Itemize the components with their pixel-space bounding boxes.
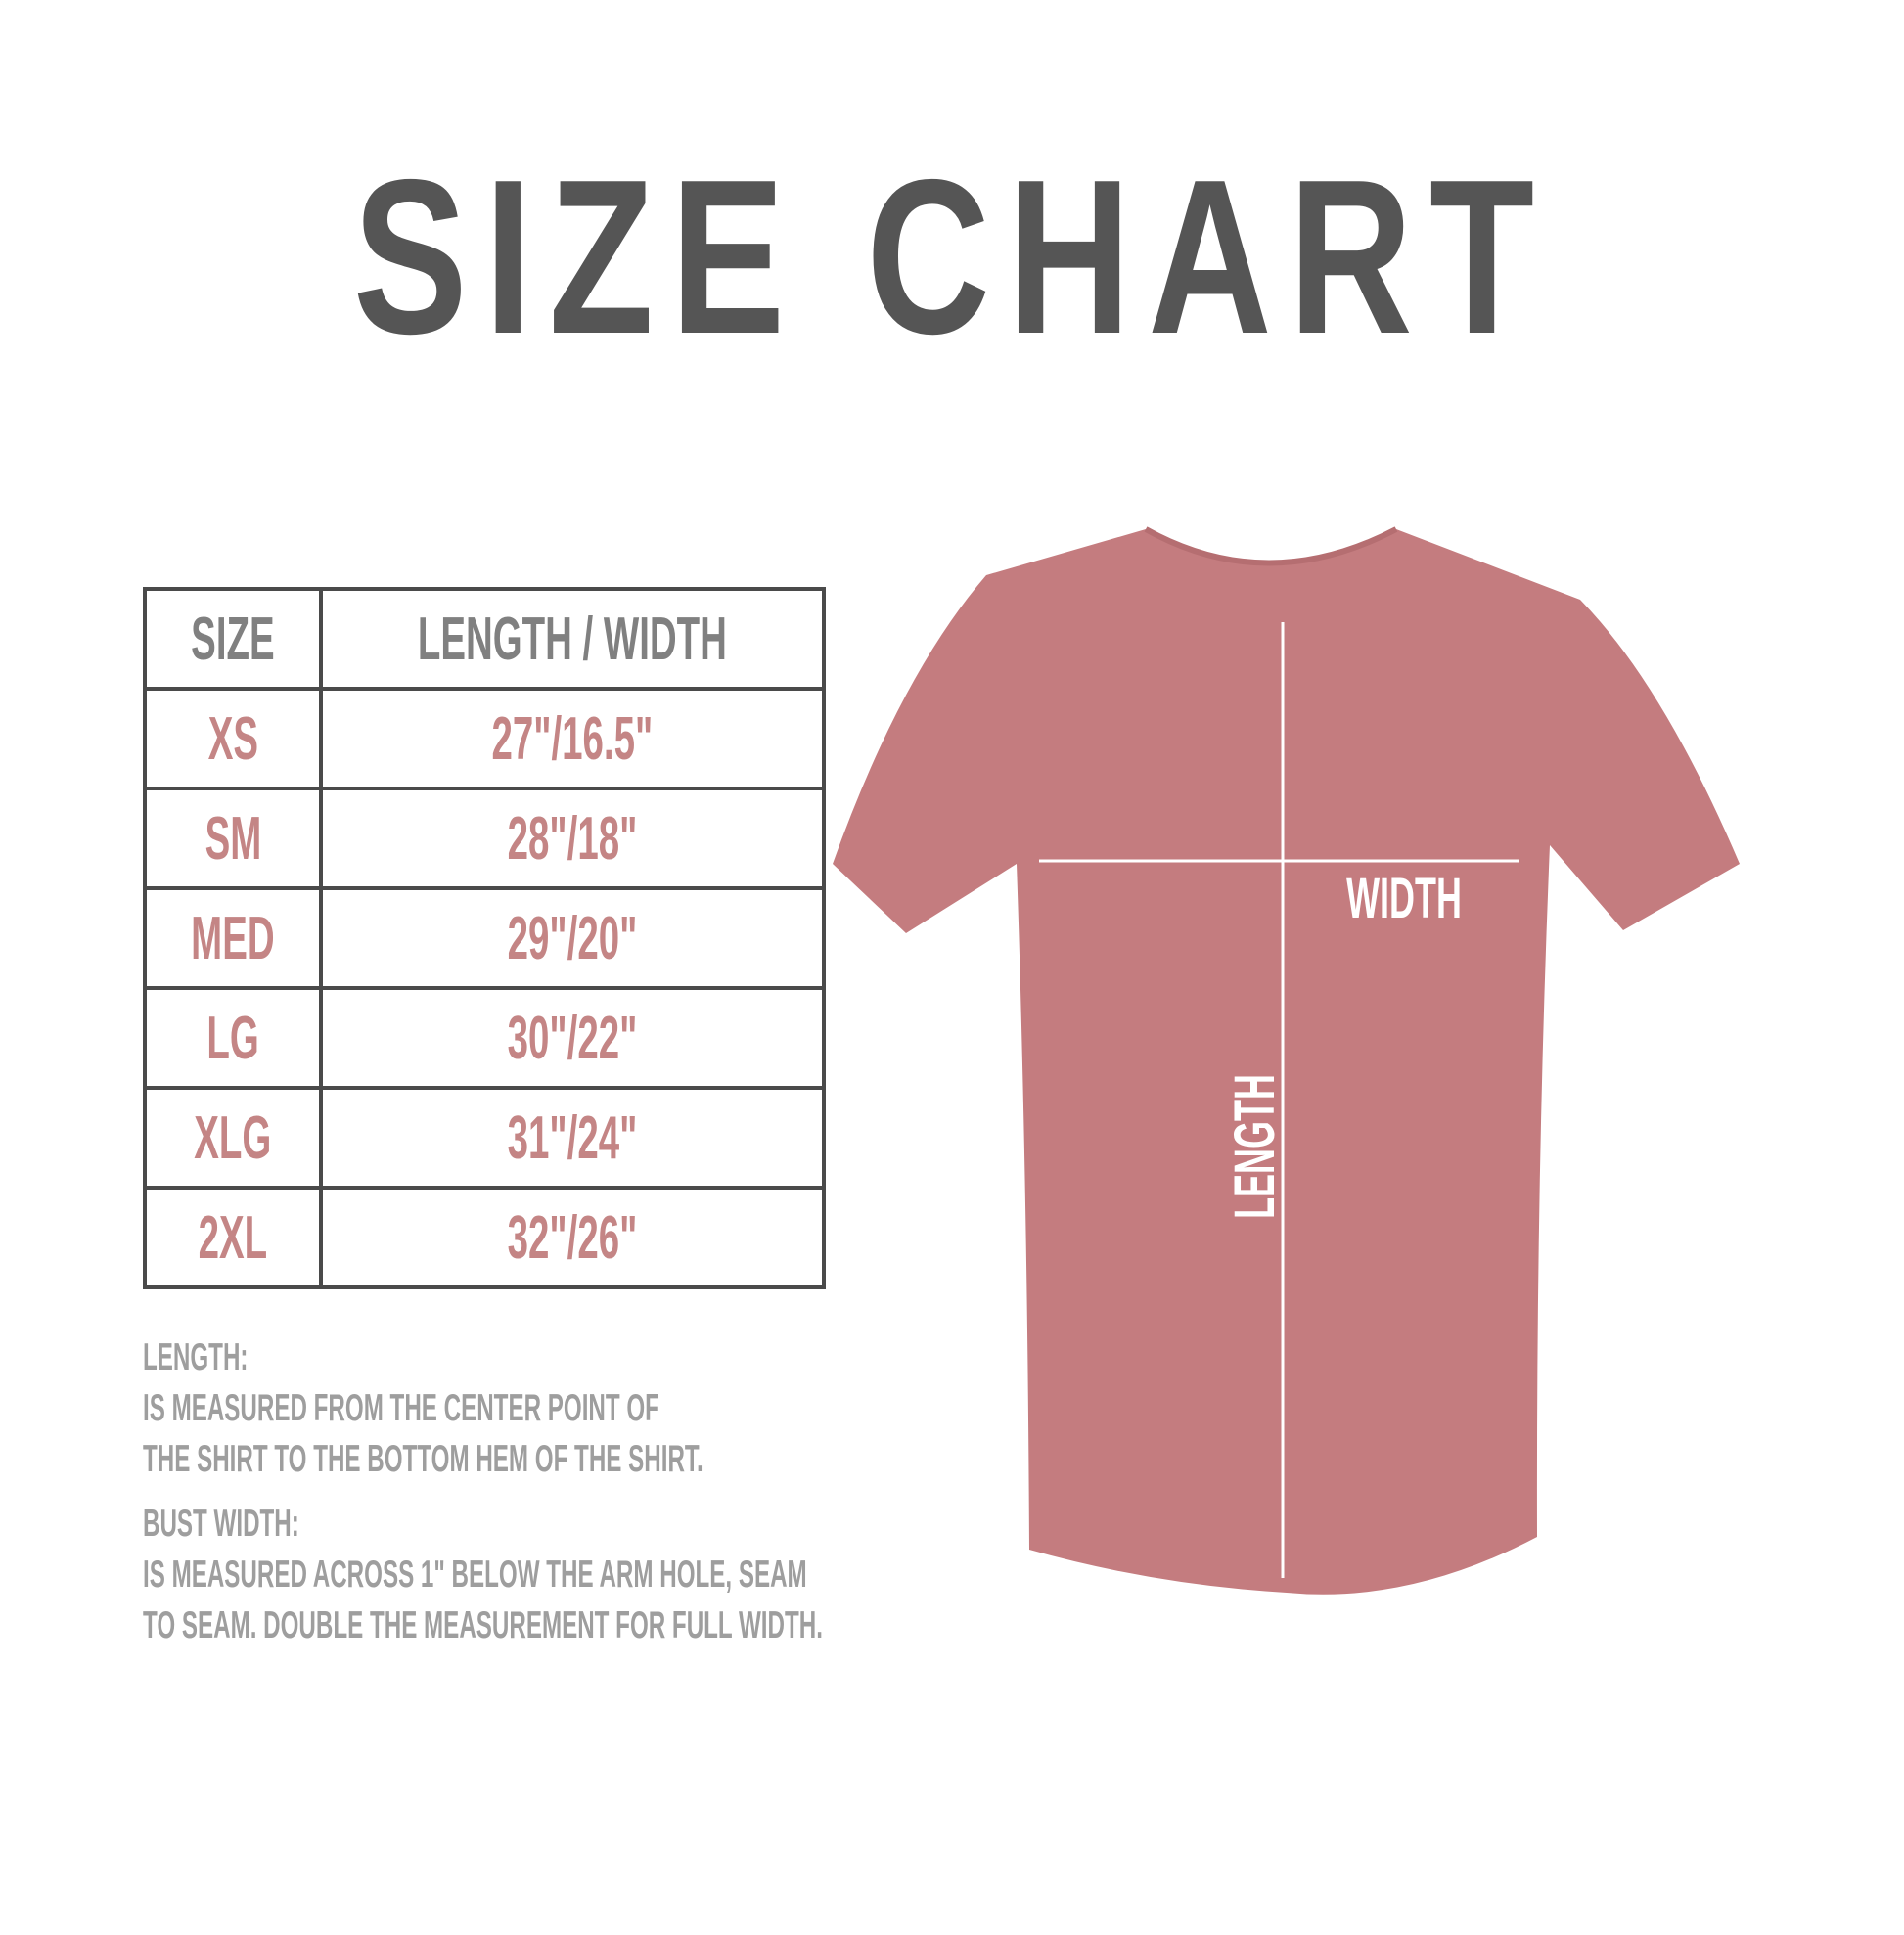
page-title: SIZE CHART	[352, 133, 1552, 380]
table-row: MED 29"/20"	[143, 886, 826, 990]
width-note-line: TO SEAM. DOUBLE THE MEASUREMENT FOR FULL…	[143, 1604, 823, 1646]
header-size: SIZE	[191, 605, 275, 673]
size-cell: MED	[191, 904, 275, 972]
collar	[1144, 526, 1398, 566]
measure-cell: 27"/16.5"	[491, 704, 654, 773]
width-label: WIDTH	[1346, 867, 1462, 930]
measure-cell: 30"/22"	[507, 1004, 638, 1072]
measure-cell: 31"/24"	[507, 1103, 638, 1172]
length-label: LENGTH	[1223, 1074, 1287, 1219]
size-table: SIZE LENGTH / WIDTH XS 27"/16.5" SM 28"/18…	[143, 587, 826, 1289]
size-cell: SM	[204, 804, 261, 873]
table-row: SM 28"/18"	[143, 787, 826, 890]
length-note-label: LENGTH:	[143, 1336, 249, 1378]
table-row: XLG 31"/24"	[143, 1086, 826, 1190]
width-note-label: BUST WIDTH:	[143, 1503, 299, 1545]
size-cell: XS	[207, 704, 258, 773]
size-cell: 2XL	[198, 1203, 268, 1272]
width-note-line: IS MEASURED ACROSS 1" BELOW THE ARM HOLE…	[143, 1553, 807, 1596]
length-note-line: THE SHIRT TO THE BOTTOM HEM OF THE SHIRT…	[143, 1438, 703, 1480]
measure-cell: 28"/18"	[507, 804, 638, 873]
table-header-row: SIZE LENGTH / WIDTH	[143, 587, 826, 691]
measure-cell: 32"/26"	[507, 1203, 638, 1272]
table-row: 2XL 32"/26"	[143, 1186, 826, 1289]
length-note-line: IS MEASURED FROM THE CENTER POINT OF	[143, 1387, 659, 1429]
size-cell: XLG	[194, 1103, 272, 1172]
header-length-width: LENGTH / WIDTH	[417, 605, 727, 673]
size-cell: LG	[206, 1004, 259, 1072]
table-row: XS 27"/16.5"	[143, 687, 826, 790]
table-row: LG 30"/22"	[143, 986, 826, 1090]
tshirt-shape	[833, 529, 1740, 1595]
measurement-notes: LENGTH: IS MEASURED FROM THE CENTER POIN…	[143, 1332, 1240, 1651]
measure-cell: 29"/20"	[507, 904, 638, 972]
